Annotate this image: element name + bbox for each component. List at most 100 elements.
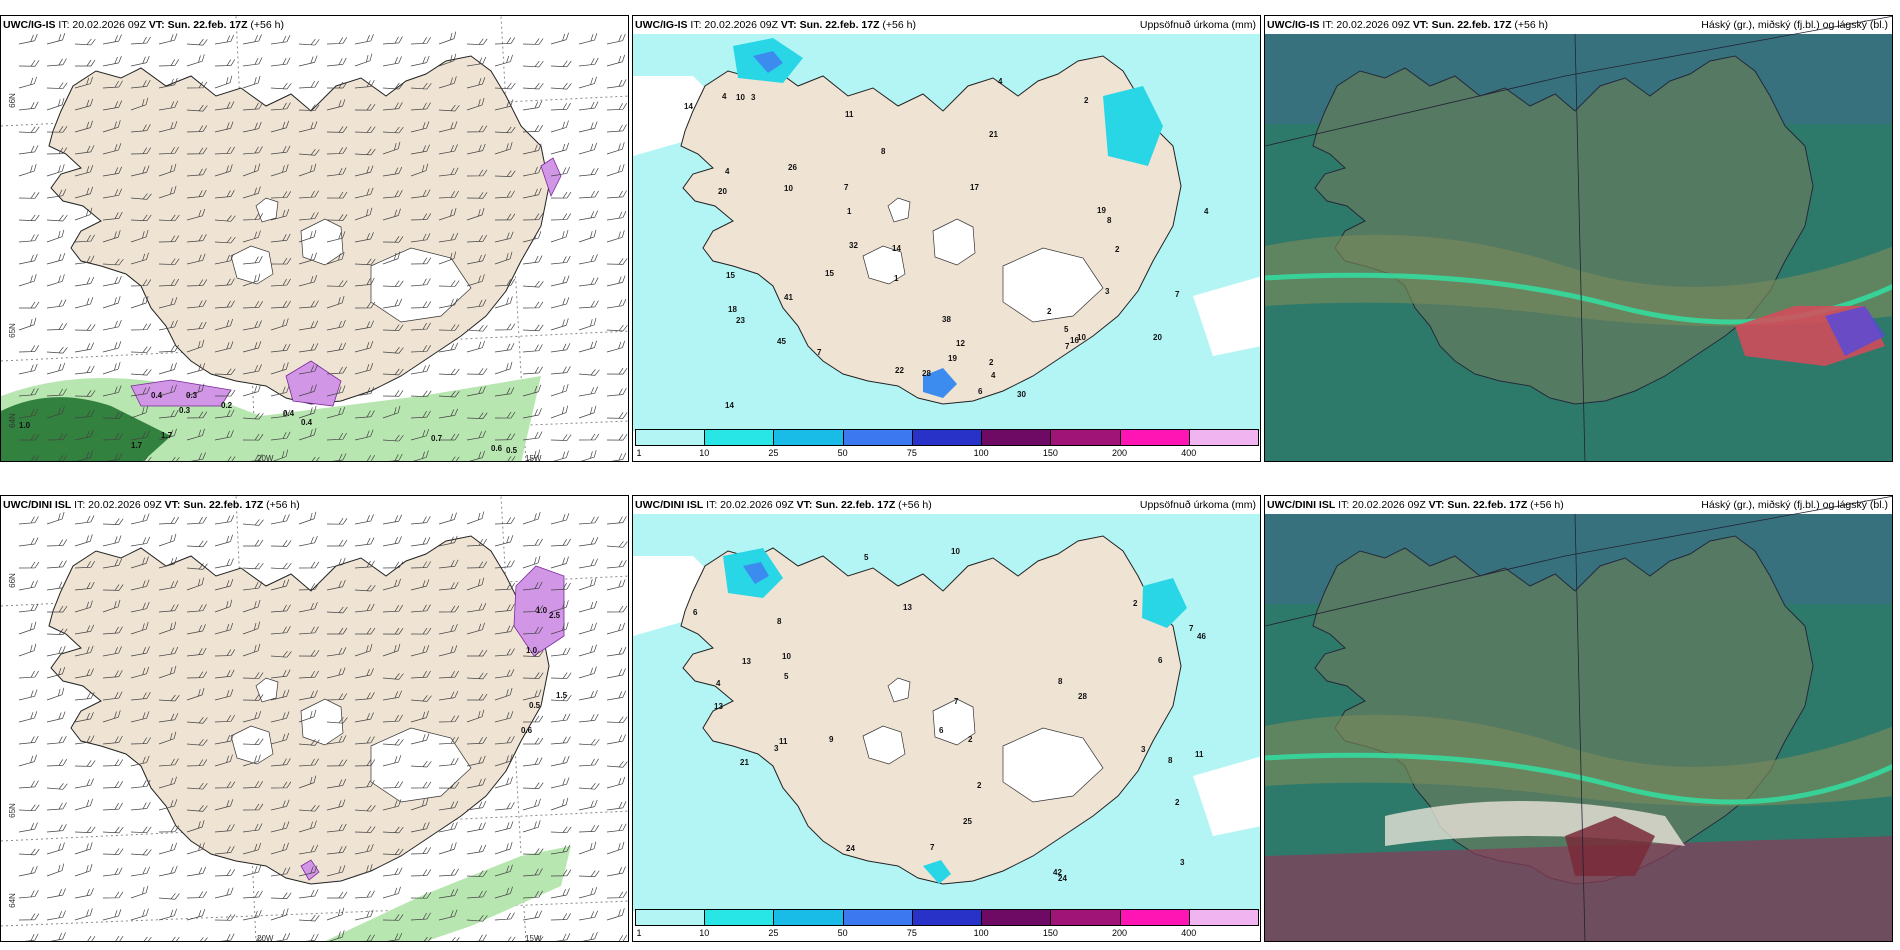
wind-barb <box>186 383 205 397</box>
init-time: IT: 20.02.2026 09Z <box>687 19 781 31</box>
wind-barb <box>186 38 208 46</box>
wind-barb <box>578 101 599 111</box>
wind-barb <box>326 385 346 397</box>
colorbar-tick: 75 <box>906 448 917 458</box>
wind-barb <box>102 691 123 701</box>
wind-barb <box>18 301 40 309</box>
wind-barb <box>522 890 543 899</box>
wind-barb <box>130 368 152 376</box>
wind-barb <box>522 213 544 221</box>
wind-barb <box>130 456 152 461</box>
wind-barb <box>18 780 39 789</box>
wind-barb <box>410 301 432 309</box>
wind-barb <box>494 736 515 745</box>
wind-barb <box>550 736 571 745</box>
init-time: IT: 20.02.2026 09Z <box>1335 499 1429 511</box>
wind-barb <box>606 823 627 833</box>
wind-barb <box>494 296 513 309</box>
wind-barb <box>46 58 67 67</box>
high-cloud-patch <box>1825 306 1885 356</box>
wind-barb <box>438 822 458 833</box>
wind-barb <box>298 889 319 899</box>
wind-barb <box>606 211 627 221</box>
rain-area-heavy <box>1 397 171 461</box>
wind-barb <box>410 82 432 90</box>
wind-barb <box>158 344 179 353</box>
wind-barb <box>606 164 625 177</box>
wind-barb <box>382 886 401 899</box>
wind-barb <box>102 361 121 375</box>
wind-barb <box>466 736 488 745</box>
wind-barb <box>466 870 488 877</box>
wind-barb <box>270 343 291 353</box>
wind-barb <box>214 933 235 941</box>
colorbar-tick: 10 <box>699 448 710 458</box>
wind-barb <box>74 908 93 921</box>
wind-barb <box>18 913 40 921</box>
wind-barb <box>74 778 94 789</box>
lead-time: (+56 h) <box>263 499 300 511</box>
wind-barb <box>102 166 123 177</box>
wind-barb <box>550 297 570 309</box>
wind-barb <box>298 190 319 199</box>
wind-barb <box>494 603 515 613</box>
wind-barb <box>74 624 95 635</box>
precip-value-label: 1 <box>847 207 852 216</box>
wind-barb <box>354 668 374 679</box>
wind-barb <box>186 717 208 724</box>
wind-barb <box>186 299 207 309</box>
wind-barb <box>158 33 178 45</box>
wind-barb <box>46 888 66 899</box>
wind-barb <box>158 456 180 461</box>
wind-barb <box>158 799 178 811</box>
wind-barb <box>46 97 65 111</box>
wind-barb <box>494 582 515 591</box>
wind-barb <box>606 388 627 397</box>
wind-barb <box>578 33 598 45</box>
wind-barb <box>410 710 429 723</box>
wind-barb <box>326 667 346 679</box>
wind-barb <box>522 868 543 877</box>
wind-barb <box>550 405 569 419</box>
wind-barb <box>550 777 570 789</box>
wind-barb <box>130 97 149 111</box>
wind-barb <box>158 825 180 833</box>
wind-barb <box>102 670 123 679</box>
wind-barb <box>158 214 180 222</box>
wind-barb <box>550 888 570 899</box>
wind-barb <box>130 779 151 789</box>
wind-barb <box>298 865 318 877</box>
wind-barb <box>410 144 430 155</box>
wind-barb <box>522 650 544 657</box>
wind-barb <box>242 842 262 855</box>
wind-barb <box>130 346 152 353</box>
axis-label: 20W <box>257 934 274 942</box>
wind-barb <box>382 690 403 701</box>
wind-barb <box>578 841 597 855</box>
wind-barb <box>326 647 347 657</box>
wind-barb <box>494 841 513 855</box>
wind-barb <box>102 296 121 309</box>
wind-barb <box>130 646 150 657</box>
wind-barb <box>466 386 486 397</box>
wind-barb <box>158 428 177 441</box>
value-label: 1.0 <box>19 421 31 430</box>
wind-barb <box>214 215 236 222</box>
wind-barb <box>466 914 488 922</box>
wind-barb <box>298 427 317 441</box>
wind-barb <box>326 280 348 287</box>
wind-barb <box>522 324 544 332</box>
value-label: 0.6 <box>491 444 503 453</box>
wind-barb <box>46 147 68 155</box>
wind-barb <box>438 121 458 133</box>
wind-barb <box>438 190 459 199</box>
wind-barb <box>438 232 459 243</box>
wind-barb <box>74 760 96 767</box>
precip-value-label: 17 <box>970 183 979 192</box>
wind-barb <box>242 621 261 635</box>
panel-field-title: Háský (gr.), miðský (fj.bl.) og lágský (… <box>1701 19 1888 31</box>
precip-value-label: 12 <box>956 339 965 348</box>
colorbar-swatch <box>911 909 983 926</box>
wind-barb <box>214 515 235 525</box>
precip-value-label: 10 <box>1077 333 1086 342</box>
